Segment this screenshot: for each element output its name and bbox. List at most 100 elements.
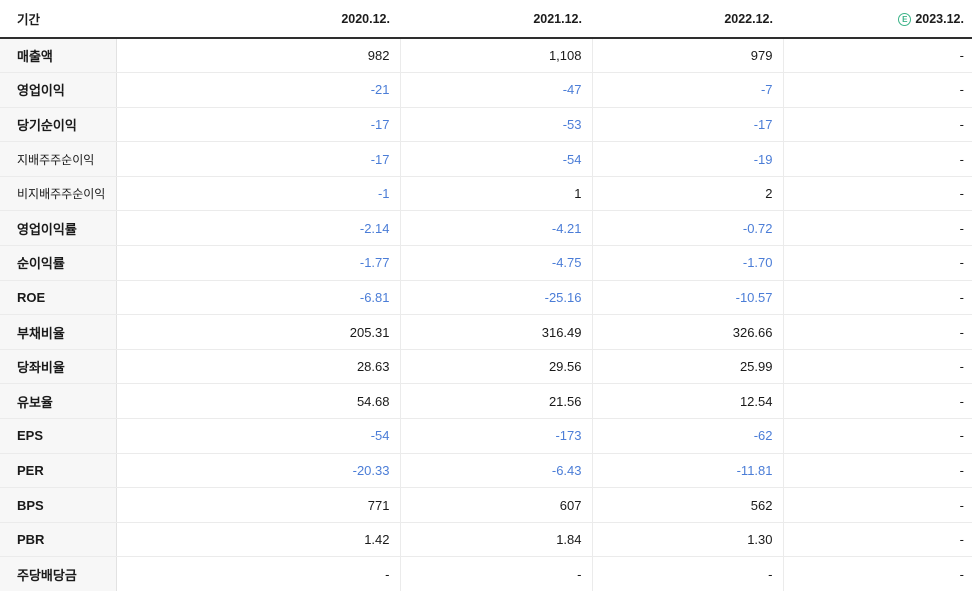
row-label: 지배주주순이익 (0, 141, 117, 177)
row-label: 매출액 (0, 38, 117, 74)
value-cell: - (592, 556, 784, 591)
value-cell: 1,108 (400, 38, 593, 74)
row-label: 영업이익률 (0, 210, 117, 247)
value-cell: -1 (116, 176, 401, 212)
value-cell: -25.16 (400, 280, 593, 316)
value-cell: -11.81 (592, 453, 784, 489)
value-cell: -53 (400, 107, 593, 143)
table-row: 영업이익률 -2.14 -4.21 -0.72- (0, 210, 972, 247)
year-header: E 2023.12. (783, 0, 972, 39)
table-row: PER -20.33 -6.43 -11.81- (0, 453, 972, 489)
value-cell: 316.49 (400, 314, 593, 350)
table-row: 유보율 54.68 21.56 12.54- (0, 383, 972, 420)
value-cell: -0.72 (592, 210, 784, 247)
row-label: PER (0, 453, 117, 489)
value-cell: 25.99 (592, 349, 784, 385)
value-cell: - (783, 349, 972, 385)
value-cell: - (783, 245, 972, 281)
value-cell: 982 (116, 38, 401, 74)
value-cell: -17 (116, 141, 401, 177)
row-label: 순이익률 (0, 245, 117, 281)
value-cell: - (783, 487, 972, 523)
value-cell: - (783, 176, 972, 212)
value-cell: - (783, 314, 972, 350)
period-header: 기간 (0, 0, 116, 39)
row-label: ROE (0, 280, 117, 316)
value-cell: 326.66 (592, 314, 784, 350)
value-cell: -6.43 (400, 453, 593, 489)
table-row: 영업이익 -21 -47 -7- (0, 72, 972, 108)
value-cell: - (783, 383, 972, 420)
value-cell: - (783, 72, 972, 108)
value-cell: -4.21 (400, 210, 593, 247)
value-cell: -17 (592, 107, 784, 143)
table-row: ROE -6.81 -25.16 -10.57- (0, 280, 972, 316)
table-row: 지배주주순이익 -17 -54 -19- (0, 141, 972, 177)
value-cell: -21 (116, 72, 401, 108)
value-cell: 54.68 (116, 383, 401, 420)
row-label: BPS (0, 487, 117, 523)
value-cell: - (783, 522, 972, 558)
table-row: PBR 1.42 1.84 1.30- (0, 522, 972, 558)
value-cell: -10.57 (592, 280, 784, 316)
value-cell: -54 (400, 141, 593, 177)
table-row: 부채비율 205.31 316.49 326.66- (0, 314, 972, 350)
value-cell: -1.77 (116, 245, 401, 281)
value-cell: -19 (592, 141, 784, 177)
value-cell: -1.70 (592, 245, 784, 281)
year-label: 2021.12. (533, 11, 582, 26)
value-cell: 562 (592, 487, 784, 523)
value-cell: 12.54 (592, 383, 784, 420)
value-cell: - (783, 556, 972, 591)
row-label: 비지배주주순이익 (0, 176, 117, 212)
value-cell: -54 (116, 418, 401, 454)
value-cell: - (400, 556, 593, 591)
value-cell: - (783, 280, 972, 316)
value-cell: 979 (592, 38, 784, 74)
value-cell: -47 (400, 72, 593, 108)
table-row: 순이익률 -1.77 -4.75 -1.70- (0, 245, 972, 281)
row-label: PBR (0, 522, 117, 558)
table-row: BPS 771 607 562- (0, 487, 972, 523)
year-header: 2022.12. (592, 0, 783, 39)
value-cell: 607 (400, 487, 593, 523)
value-cell: -17 (116, 107, 401, 143)
value-cell: - (783, 141, 972, 177)
value-cell: - (783, 418, 972, 454)
header-row: 기간 2020.12. 2021.12. 2022.12. E 2023.12. (0, 0, 972, 39)
value-cell: - (783, 38, 972, 74)
value-cell: 2 (592, 176, 784, 212)
row-label: 당기순이익 (0, 107, 117, 143)
value-cell: 21.56 (400, 383, 593, 420)
value-cell: 771 (116, 487, 401, 523)
year-label: 2022.12. (724, 11, 773, 26)
value-cell: 205.31 (116, 314, 401, 350)
value-cell: 29.56 (400, 349, 593, 385)
value-cell: - (783, 107, 972, 143)
value-cell: -6.81 (116, 280, 401, 316)
value-cell: -62 (592, 418, 784, 454)
value-cell: -7 (592, 72, 784, 108)
row-label: 영업이익 (0, 72, 117, 108)
table-row: 당좌비율 28.63 29.56 25.99- (0, 349, 972, 385)
value-cell: 1 (400, 176, 593, 212)
row-label: 당좌비율 (0, 349, 117, 385)
estimate-icon: E (898, 12, 912, 26)
table-row: EPS -54 -173 -62- (0, 418, 972, 454)
value-cell: -4.75 (400, 245, 593, 281)
value-cell: - (116, 556, 401, 591)
row-label: 주당배당금 (0, 556, 117, 591)
value-cell: 1.42 (116, 522, 401, 558)
table-row: 당기순이익 -17 -53 -17- (0, 107, 972, 143)
value-cell: 28.63 (116, 349, 401, 385)
value-cell: - (783, 453, 972, 489)
year-label: 2023.12. (915, 11, 964, 26)
table-row: 매출액 982 1,108 979- (0, 38, 972, 74)
value-cell: -20.33 (116, 453, 401, 489)
year-header: 2021.12. (400, 0, 592, 39)
value-cell: 1.84 (400, 522, 593, 558)
value-cell: - (783, 210, 972, 247)
row-label: EPS (0, 418, 117, 454)
